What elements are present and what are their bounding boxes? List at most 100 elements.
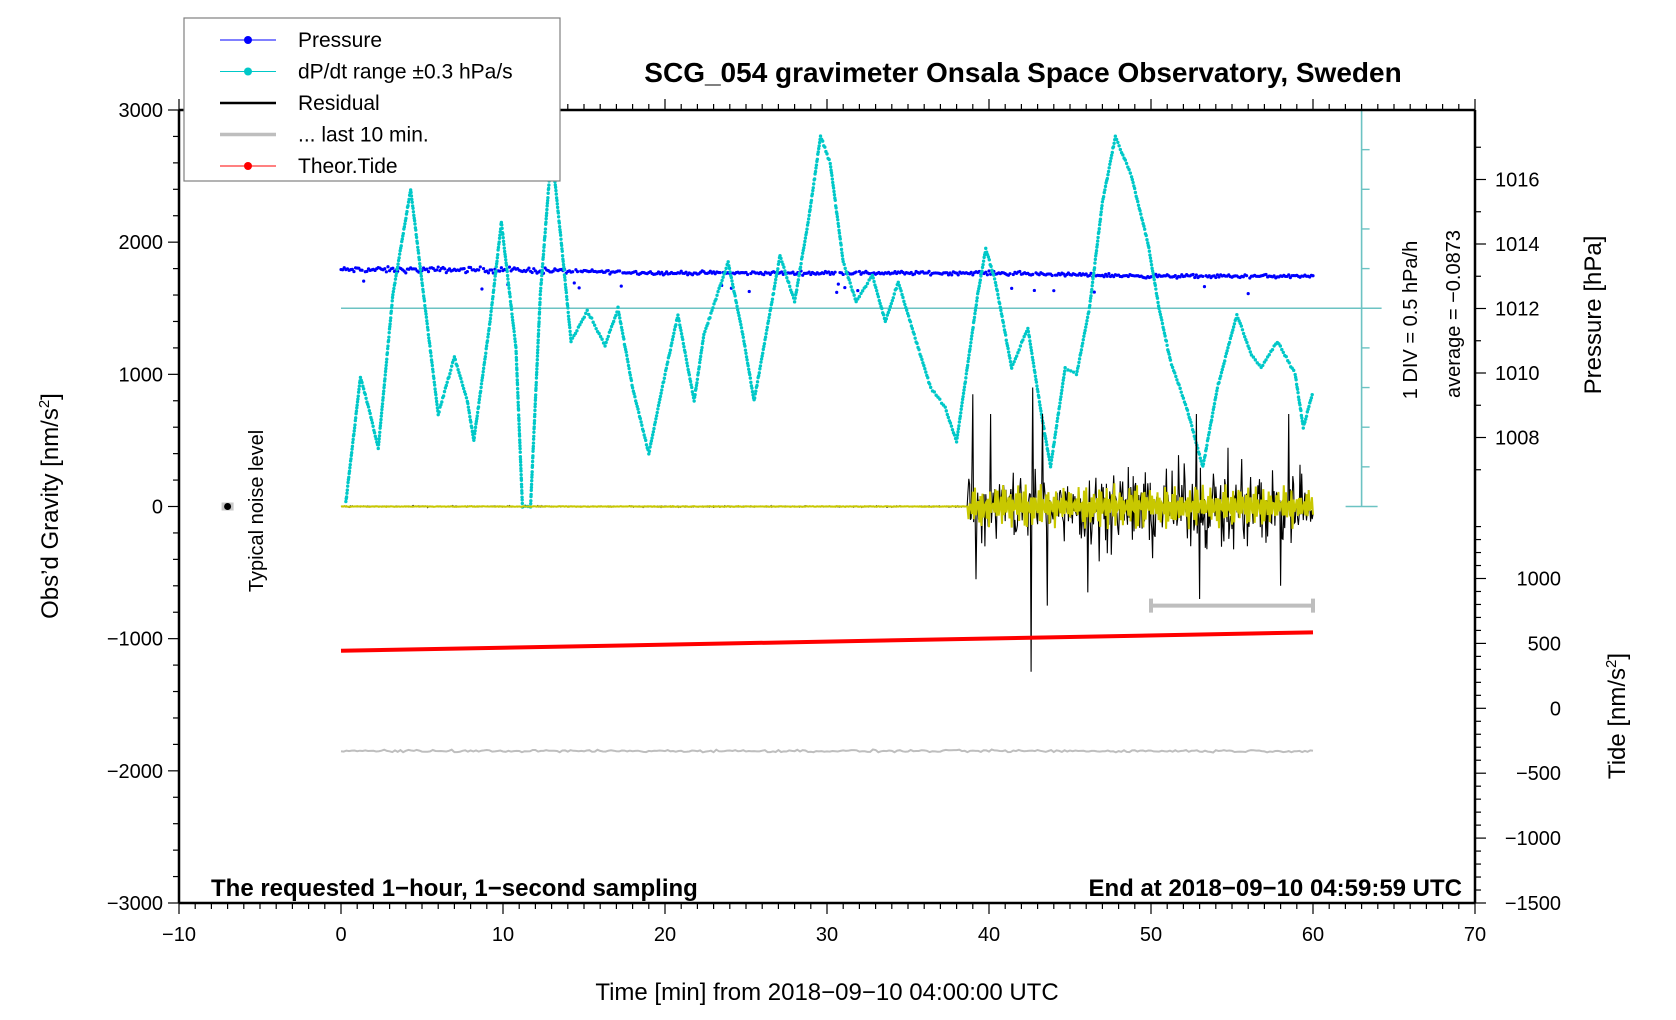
chart-title: SCG_054 gravimeter Onsala Space Observat… xyxy=(644,57,1401,88)
dpdt-point xyxy=(699,351,703,355)
dpdt-point xyxy=(627,366,631,371)
dpdt-point xyxy=(565,297,569,302)
dpdt-point xyxy=(429,354,433,358)
dpdt-point xyxy=(518,457,523,462)
dpdt-point xyxy=(989,264,993,269)
dpdt-point xyxy=(532,418,537,423)
dpdt-point xyxy=(755,383,759,388)
dpdt-point xyxy=(411,206,415,210)
dpdt-point xyxy=(1054,426,1058,430)
dpdt-point xyxy=(1049,462,1053,466)
dpdt-point xyxy=(1028,342,1033,346)
dpdt-point xyxy=(1211,411,1215,415)
dpdt-point xyxy=(976,289,980,294)
dpdt-point xyxy=(1158,309,1162,314)
dpdt-point xyxy=(538,289,543,293)
dpdt-point xyxy=(545,201,550,205)
dpdt-point xyxy=(814,163,819,167)
pressure-point xyxy=(1107,272,1111,276)
dpdt-point xyxy=(690,390,695,394)
dpdt-point xyxy=(968,344,973,348)
dpdt-point xyxy=(1296,390,1300,395)
dpdt-point xyxy=(532,434,536,438)
dpdt-point xyxy=(1082,334,1086,338)
dpdt-point xyxy=(1114,137,1119,142)
dpdt-point xyxy=(1197,452,1202,456)
dpdt-point xyxy=(637,410,641,415)
dpdt-point xyxy=(431,370,435,374)
dpdt-point xyxy=(809,198,814,203)
dpdt-point xyxy=(1099,213,1103,217)
dpdt-point xyxy=(817,146,821,151)
pressure-point xyxy=(434,268,439,272)
dpdt-point xyxy=(559,237,563,241)
pressure-tick-label: 1010 xyxy=(1495,363,1540,385)
dpdt-point xyxy=(752,396,757,400)
dpdt-point xyxy=(1095,245,1099,249)
dpdt-point xyxy=(516,400,520,405)
dpdt-point xyxy=(1094,249,1099,253)
dpdt-point xyxy=(476,405,481,409)
dpdt-point xyxy=(406,203,410,208)
dpdt-point xyxy=(1057,404,1062,409)
dpdt-point xyxy=(541,262,545,266)
dpdt-point xyxy=(514,362,519,366)
dpdt-point xyxy=(1217,380,1221,385)
dpdt-point xyxy=(1158,312,1163,317)
dpdt-point xyxy=(555,202,559,206)
dpdt-point xyxy=(472,436,476,440)
dpdt-point xyxy=(685,364,690,368)
pressure-point xyxy=(1105,274,1109,278)
pressure-point xyxy=(854,270,858,274)
dpdt-point xyxy=(418,261,422,266)
legend-swatch-dot xyxy=(244,162,252,170)
dpdt-point xyxy=(994,283,998,288)
dpdt-point xyxy=(578,322,582,327)
sampling-note: The requested 1−hour, 1−second sampling xyxy=(211,875,698,902)
dpdt-point xyxy=(957,424,961,428)
dpdt-point xyxy=(660,384,665,389)
dpdt-point xyxy=(731,285,735,289)
dpdt-point xyxy=(649,439,654,443)
dpdt-point xyxy=(601,341,606,345)
pressure-point xyxy=(684,270,688,274)
dpdt-point xyxy=(1046,452,1051,456)
dpdt-point xyxy=(514,345,518,350)
dpdt-point xyxy=(386,338,391,343)
dpdt-point xyxy=(500,226,504,231)
pressure-point xyxy=(1102,275,1106,279)
dpdt-point xyxy=(433,390,438,394)
average-annotation: average = −0.0873 xyxy=(1443,230,1465,398)
dpdt-point xyxy=(357,387,361,391)
dpdt-point xyxy=(1257,363,1261,367)
dpdt-point xyxy=(1152,277,1156,282)
dpdt-point xyxy=(606,334,610,339)
dpdt-point xyxy=(658,394,663,399)
dpdt-point xyxy=(774,277,778,282)
dpdt-point xyxy=(1050,452,1055,456)
dpdt-point xyxy=(498,233,502,237)
y-tick-label: −3000 xyxy=(107,893,163,915)
x-tick-label: 50 xyxy=(1140,924,1162,946)
dpdt-point xyxy=(389,309,394,314)
dpdt-point xyxy=(374,437,378,441)
dpdt-point xyxy=(1091,274,1096,278)
dpdt-point xyxy=(370,421,375,425)
dpdt-point xyxy=(1051,449,1055,453)
dpdt-point xyxy=(689,383,693,387)
dpdt-point xyxy=(982,255,986,260)
dpdt-point xyxy=(445,380,449,384)
dpdt-point xyxy=(1033,374,1038,378)
dpdt-point xyxy=(808,204,813,209)
dpdt-point xyxy=(874,288,879,293)
dpdt-point xyxy=(971,325,975,330)
dpdt-point xyxy=(484,344,489,348)
dpdt-point xyxy=(632,392,636,396)
dpdt-point xyxy=(839,247,844,252)
dpdt-point xyxy=(800,255,804,259)
pressure-point xyxy=(1154,272,1158,276)
dpdt-point xyxy=(627,370,632,375)
dpdt-point xyxy=(910,326,915,331)
dpdt-point xyxy=(1305,410,1310,414)
dpdt-point xyxy=(381,398,385,402)
